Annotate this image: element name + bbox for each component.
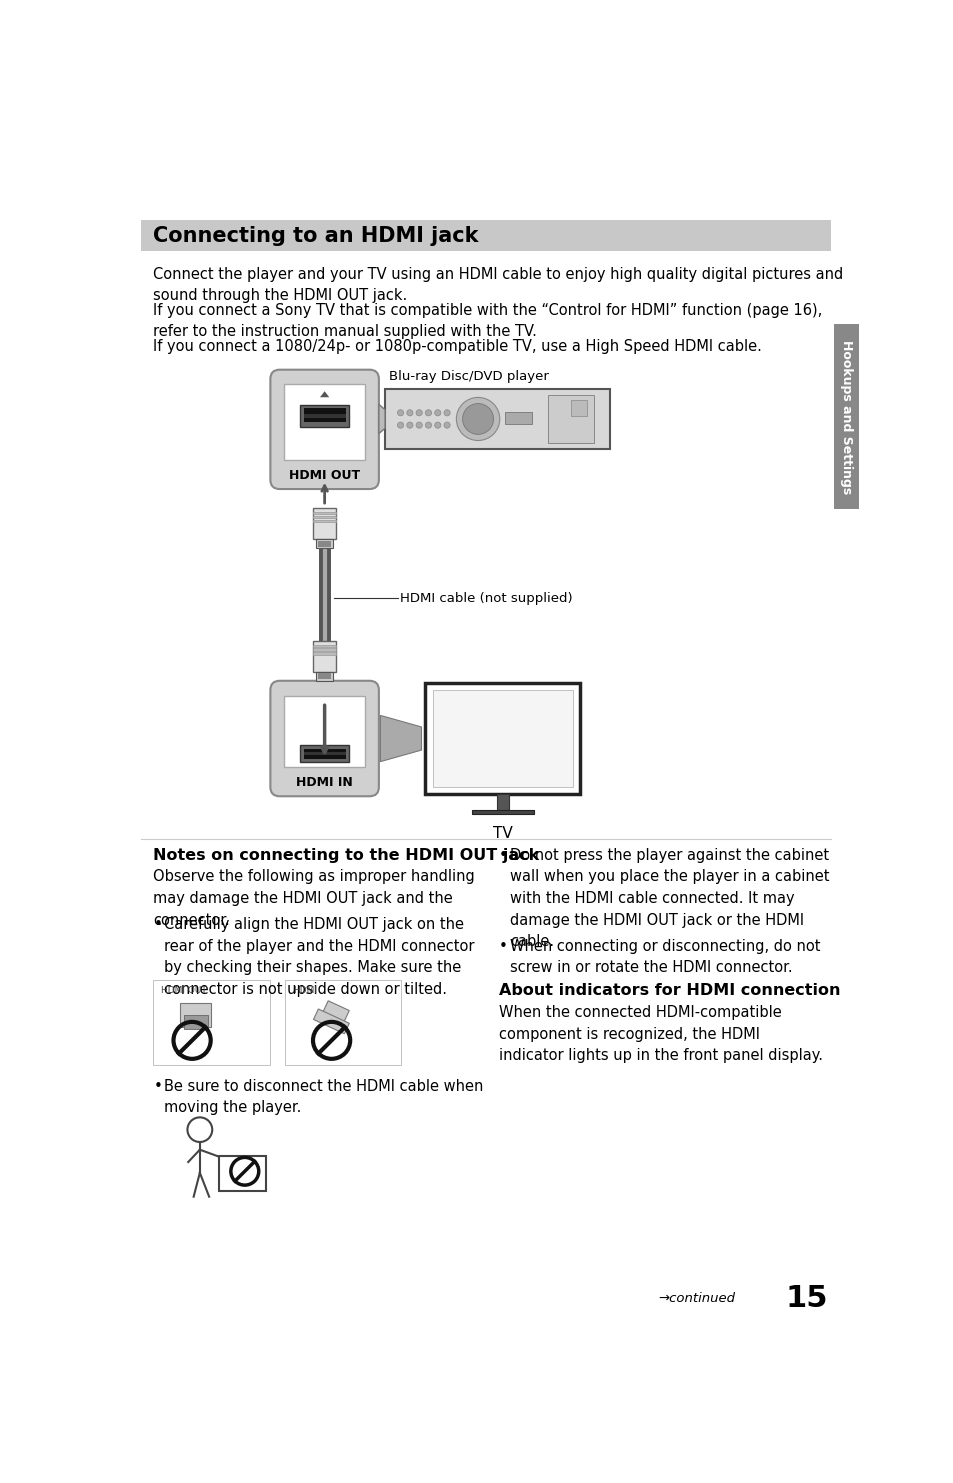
Bar <box>219 1155 266 1191</box>
Text: HDMI OUT: HDMI OUT <box>161 986 207 995</box>
Bar <box>303 749 345 759</box>
Text: •: • <box>153 916 162 933</box>
Bar <box>313 512 335 515</box>
Bar <box>833 325 858 509</box>
Circle shape <box>187 1117 212 1142</box>
Bar <box>318 673 331 679</box>
Bar <box>433 691 572 786</box>
Text: 15: 15 <box>785 1284 827 1312</box>
Circle shape <box>397 423 403 429</box>
Bar <box>547 394 594 443</box>
Text: Blu-ray Disc/DVD player: Blu-ray Disc/DVD player <box>389 369 548 383</box>
Bar <box>313 521 335 522</box>
Bar <box>303 414 345 418</box>
Circle shape <box>406 423 413 429</box>
Polygon shape <box>314 1008 349 1034</box>
Bar <box>313 516 335 518</box>
Text: About indicators for HDMI connection: About indicators for HDMI connection <box>498 983 840 998</box>
Polygon shape <box>321 1001 349 1025</box>
Bar <box>425 682 579 795</box>
Text: Carefully align the HDMI OUT jack on the
rear of the player and the HDMI connect: Carefully align the HDMI OUT jack on the… <box>164 916 475 997</box>
Circle shape <box>425 423 431 429</box>
Bar <box>313 641 335 672</box>
Circle shape <box>416 409 422 415</box>
Text: HDMI: HDMI <box>293 986 316 995</box>
Circle shape <box>443 423 450 429</box>
Polygon shape <box>378 405 385 433</box>
Text: •: • <box>153 1078 162 1094</box>
Circle shape <box>416 423 422 429</box>
Text: If you connect a Sony TV that is compatible with the “Control for HDMI” function: If you connect a Sony TV that is compati… <box>153 303 821 340</box>
Bar <box>313 648 335 651</box>
Bar <box>313 645 335 647</box>
Bar <box>180 1004 212 1026</box>
Bar <box>571 400 586 415</box>
Bar <box>505 412 532 424</box>
Circle shape <box>435 409 440 415</box>
Bar <box>303 752 345 755</box>
Polygon shape <box>380 715 421 762</box>
Bar <box>313 653 335 654</box>
Bar <box>284 384 365 460</box>
Text: Notes on connecting to the HDMI OUT jack: Notes on connecting to the HDMI OUT jack <box>153 848 539 863</box>
Text: •: • <box>498 939 507 954</box>
Bar <box>318 541 331 547</box>
Bar <box>299 405 349 427</box>
Text: Connect the player and your TV using an HDMI cable to enjoy high quality digital: Connect the player and your TV using an … <box>153 267 842 303</box>
Circle shape <box>456 397 499 440</box>
Text: TV: TV <box>493 826 512 841</box>
Text: Do not press the player against the cabinet
wall when you place the player in a : Do not press the player against the cabi… <box>509 848 828 949</box>
Circle shape <box>425 409 431 415</box>
Bar <box>315 672 333 681</box>
Text: →continued: →continued <box>658 1292 734 1305</box>
Text: Hookups and Settings: Hookups and Settings <box>839 340 852 494</box>
Bar <box>313 509 335 540</box>
Text: HDMI OUT: HDMI OUT <box>289 469 360 482</box>
Circle shape <box>406 409 413 415</box>
FancyBboxPatch shape <box>270 681 378 796</box>
FancyBboxPatch shape <box>270 369 378 489</box>
Bar <box>472 810 534 814</box>
Bar <box>315 540 333 549</box>
Text: When the connected HDMI-compatible
component is recognized, the HDMI
indicator l: When the connected HDMI-compatible compo… <box>498 1005 822 1063</box>
Text: Connecting to an HDMI jack: Connecting to an HDMI jack <box>153 227 478 246</box>
Bar <box>284 696 365 767</box>
Bar <box>299 746 349 762</box>
Bar <box>285 980 401 1065</box>
Text: When connecting or disconnecting, do not
screw in or rotate the HDMI connector.: When connecting or disconnecting, do not… <box>509 939 820 976</box>
Bar <box>141 221 830 251</box>
Circle shape <box>435 423 440 429</box>
Text: If you connect a 1080/24p- or 1080p-compatible TV, use a High Speed HDMI cable.: If you connect a 1080/24p- or 1080p-comp… <box>153 340 761 354</box>
Circle shape <box>443 409 450 415</box>
Bar <box>184 1014 208 1029</box>
Text: Be sure to disconnect the HDMI cable when
moving the player.: Be sure to disconnect the HDMI cable whe… <box>164 1078 483 1115</box>
Bar <box>303 408 345 423</box>
Text: •: • <box>498 848 507 863</box>
Polygon shape <box>319 392 329 397</box>
Bar <box>153 980 270 1065</box>
Bar <box>385 389 609 449</box>
Circle shape <box>397 409 403 415</box>
Text: HDMI IN: HDMI IN <box>296 776 353 789</box>
Circle shape <box>462 403 493 435</box>
Text: HDMI cable (not supplied): HDMI cable (not supplied) <box>399 592 572 605</box>
Bar <box>497 795 509 810</box>
Text: Observe the following as improper handling
may damage the HDMI OUT jack and the
: Observe the following as improper handli… <box>153 869 475 928</box>
